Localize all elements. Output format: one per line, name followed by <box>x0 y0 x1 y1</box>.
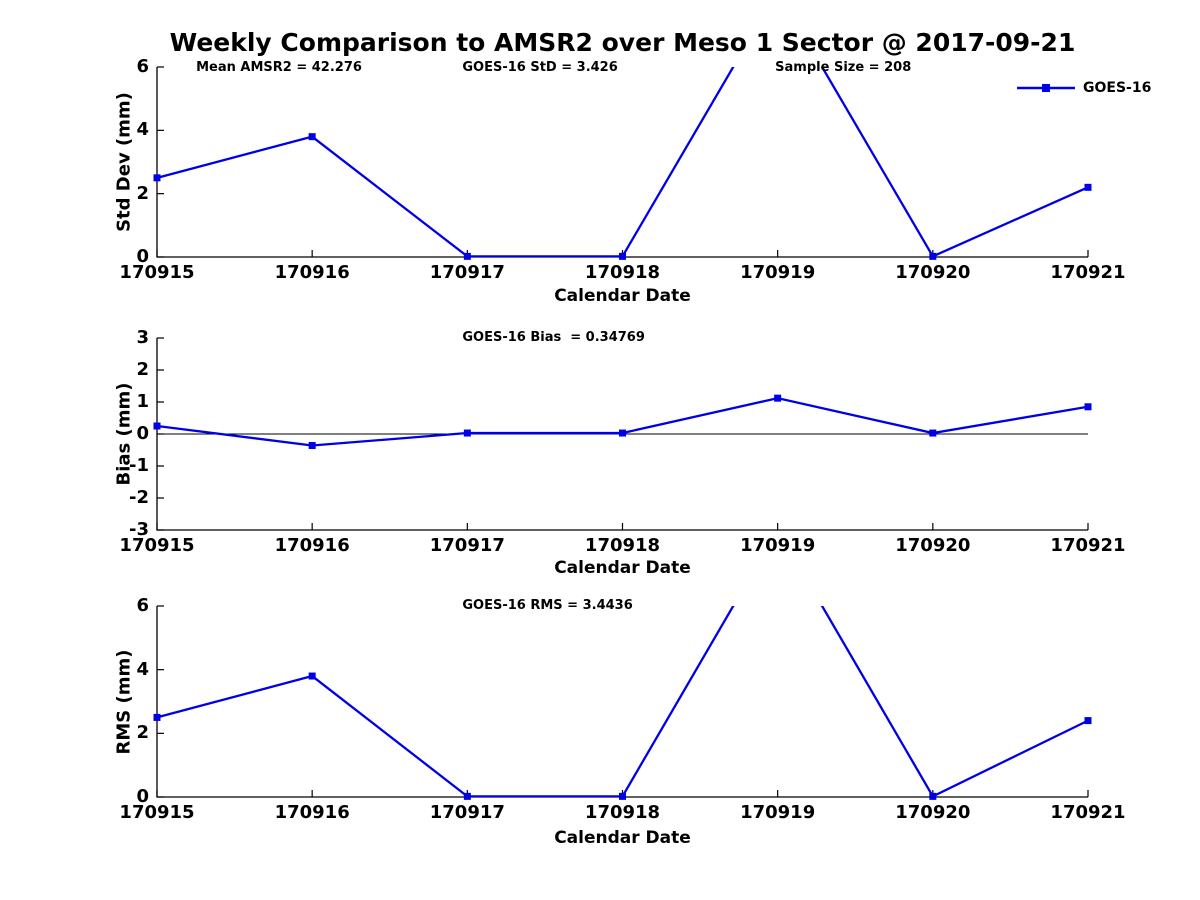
stat-annotation: GOES-16 RMS = 3.4436 <box>462 598 633 613</box>
x-tick-label: 170921 <box>1050 262 1126 283</box>
bias-x-axis-label: Calendar Date <box>554 558 691 578</box>
x-tick-label: 170915 <box>119 535 195 556</box>
legend-label: GOES-16 <box>1083 80 1152 96</box>
figure-title: Weekly Comparison to AMSR2 over Meso 1 S… <box>169 28 1076 57</box>
x-tick-label: 170919 <box>740 262 816 283</box>
x-tick-label: 170920 <box>895 802 971 823</box>
x-tick-label: 170915 <box>119 802 195 823</box>
y-tick-label: 2 <box>136 182 149 204</box>
x-tick-label: 170918 <box>584 802 661 823</box>
x-tick-label: 170917 <box>429 535 505 556</box>
x-tick-label: 170916 <box>274 535 350 556</box>
x-tick-label: 170915 <box>119 262 195 283</box>
stat-annotation: Mean AMSR2 = 42.276 <box>196 60 362 75</box>
y-tick-label: 6 <box>136 56 149 77</box>
x-tick-label: 170918 <box>584 262 661 283</box>
y-tick-label: 0 <box>136 786 149 807</box>
x-tick-label: 170921 <box>1050 535 1126 556</box>
y-tick-label: 2 <box>136 359 149 380</box>
x-tick-label: 170917 <box>429 802 505 823</box>
y-tick-label: 4 <box>136 658 149 680</box>
x-tick-label: 170916 <box>274 262 350 283</box>
x-tick-label: 170921 <box>1050 802 1126 823</box>
y-tick-label: -1 <box>129 455 149 476</box>
rms-x-axis-label: Calendar Date <box>554 828 691 848</box>
y-tick-label: -2 <box>129 487 149 508</box>
x-tick-label: 170920 <box>895 535 971 556</box>
y-tick-label: 0 <box>136 423 149 444</box>
y-tick-label: 1 <box>136 391 149 412</box>
x-tick-label: 170917 <box>429 262 505 283</box>
rms-y-axis-label: RMS (mm) <box>113 649 135 754</box>
stddev-y-axis-label: Std Dev (mm) <box>113 92 135 232</box>
y-tick-label: -3 <box>129 519 149 540</box>
x-tick-label: 170920 <box>895 262 971 283</box>
x-tick-label: 170919 <box>740 535 816 556</box>
y-tick-label: 3 <box>136 327 149 348</box>
y-tick-label: 4 <box>136 119 149 141</box>
y-tick-label: 6 <box>136 595 149 616</box>
bias-plot-group <box>153 337 1092 531</box>
y-tick-label: 0 <box>136 246 149 267</box>
x-tick-label: 170918 <box>584 535 661 556</box>
legend: GOES-16 <box>1016 80 1151 96</box>
stat-annotation: Sample Size = 208 <box>775 60 912 75</box>
x-tick-label: 170919 <box>740 802 816 823</box>
stat-annotation: GOES-16 StD = 3.426 <box>462 60 618 75</box>
stddev-x-axis-label: Calendar Date <box>554 286 691 306</box>
legend-line-icon <box>1017 84 1075 92</box>
stat-annotation: GOES-16 Bias = 0.34769 <box>462 330 645 345</box>
x-tick-label: 170916 <box>274 802 350 823</box>
y-tick-label: 2 <box>136 722 149 744</box>
